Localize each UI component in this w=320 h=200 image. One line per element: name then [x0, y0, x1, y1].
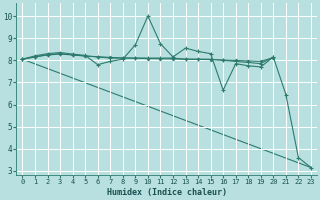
X-axis label: Humidex (Indice chaleur): Humidex (Indice chaleur) [107, 188, 227, 197]
